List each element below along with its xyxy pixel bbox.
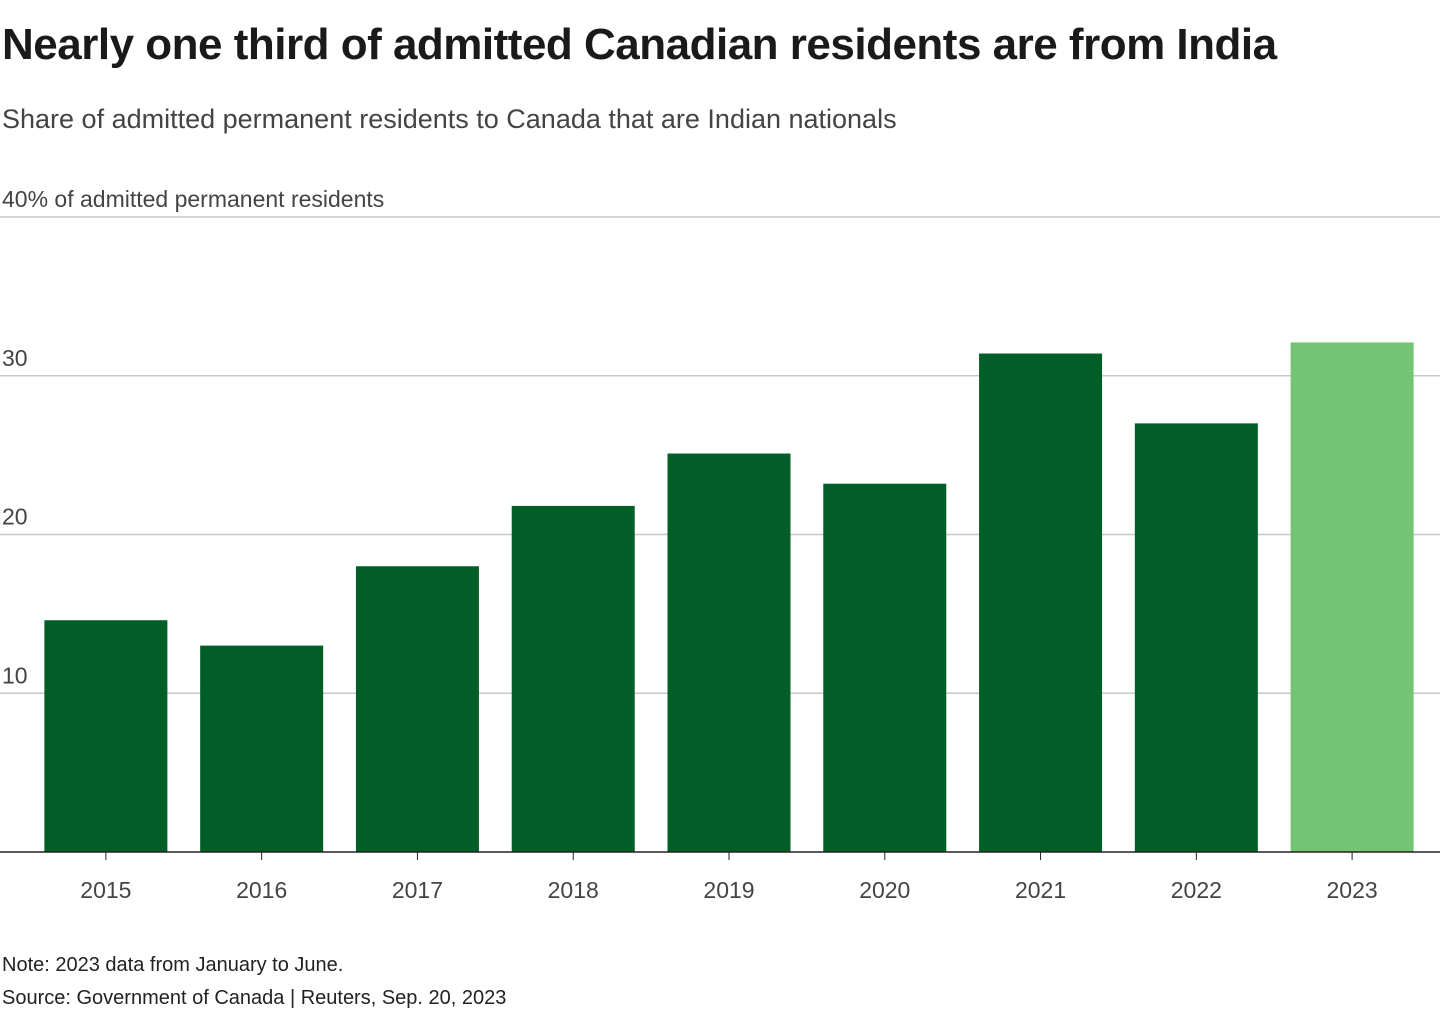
x-tick-label: 2023 [1327, 877, 1378, 903]
bar-2019 [667, 453, 791, 852]
x-tick-label: 2018 [548, 877, 599, 903]
x-tick-label: 2017 [392, 877, 443, 903]
chart-title: Nearly one third of admitted Canadian re… [2, 20, 1277, 69]
chart-note: Note: 2023 data from January to June. [2, 954, 344, 976]
bar-2018 [511, 505, 635, 852]
y-tick-label: 40% of admitted permanent residents [2, 186, 384, 212]
y-tick-label: 10 [2, 662, 28, 688]
y-tick-label: 20 [2, 504, 28, 530]
x-tick-label: 2015 [80, 877, 131, 903]
x-tick-label: 2020 [859, 877, 910, 903]
bar-2016 [200, 645, 324, 852]
x-tick-label: 2021 [1015, 877, 1066, 903]
y-tick-label: 30 [2, 345, 28, 371]
bar-chart: 10 20 30 40% of admitted permanent resident… [0, 186, 1440, 903]
x-tick-label: 2022 [1171, 877, 1222, 903]
bar-2015 [44, 620, 168, 852]
bar-2023 [1290, 342, 1414, 852]
bar-2020 [823, 483, 947, 852]
x-tick-label: 2019 [703, 877, 754, 903]
chart-subtitle: Share of admitted permanent residents to… [2, 104, 897, 134]
chart-source: Source: Government of Canada | Reuters, … [2, 987, 507, 1009]
bar-2017 [355, 566, 479, 852]
bar-2021 [979, 353, 1103, 852]
x-tick-label: 2016 [236, 877, 287, 903]
bar-2022 [1134, 423, 1258, 852]
